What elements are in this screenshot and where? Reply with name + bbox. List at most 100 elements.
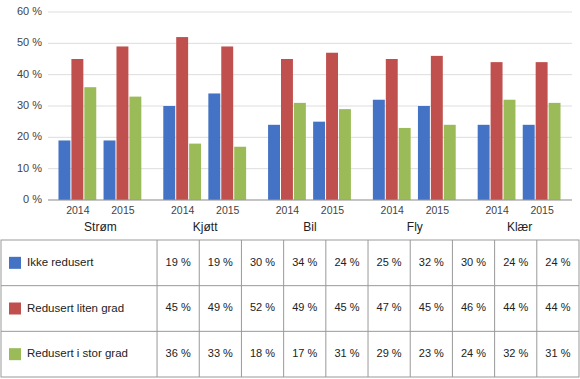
table-value: 49 %: [292, 301, 317, 313]
y-tick-label: 20 %: [17, 130, 42, 142]
category-label: Fly: [407, 220, 423, 234]
table-value: 17 %: [292, 347, 317, 359]
bar: [71, 59, 83, 200]
bar: [444, 125, 456, 200]
table-row-line: [1, 331, 579, 332]
table-col-line: [325, 240, 326, 377]
table-value: 29 %: [377, 347, 402, 359]
table-value: 44 %: [545, 301, 570, 313]
x-axis-line: [48, 200, 572, 201]
x-tick-label: 2014: [66, 204, 90, 216]
bar: [163, 106, 175, 200]
bar: [339, 109, 351, 200]
table-value: 24 %: [503, 256, 528, 268]
legend-label: Redusert liten grad: [27, 302, 124, 314]
bars: [58, 37, 560, 200]
legend-swatch: [9, 303, 21, 315]
x-tick-label: 2014: [276, 204, 300, 216]
y-tick-label: 60 %: [17, 5, 42, 17]
table-value: 32 %: [419, 256, 444, 268]
bar: [549, 103, 561, 200]
table-value: 24 %: [334, 256, 359, 268]
legend-label: Ikke redusert: [27, 256, 94, 268]
bar: [326, 53, 338, 200]
table-col-line: [368, 240, 369, 377]
table-col-line: [494, 240, 495, 377]
bar: [386, 59, 398, 200]
table-value: 44 %: [503, 301, 528, 313]
bar: [523, 125, 535, 200]
table-value: 18 %: [250, 347, 275, 359]
bar: [294, 103, 306, 200]
table-value: 52 %: [250, 301, 275, 313]
bar: [84, 87, 96, 200]
table-value: 45 %: [334, 301, 359, 313]
table-value: 30 %: [250, 256, 275, 268]
legend-swatch: [9, 348, 21, 360]
category-label: Klær: [507, 220, 532, 234]
bar: [313, 122, 325, 200]
category-label: Kjøtt: [193, 220, 218, 234]
x-tick-label: 2015: [426, 204, 450, 216]
table-value: 34 %: [292, 256, 317, 268]
bar: [221, 46, 233, 200]
x-tick-label: 2015: [321, 204, 345, 216]
y-tick-label: 40 %: [17, 68, 42, 80]
table-col-line: [157, 240, 158, 377]
table-value: 24 %: [461, 347, 486, 359]
table: Ikke redusert19 %19 %30 %34 %24 %25 %32 …: [1, 240, 579, 377]
grid: [48, 12, 572, 200]
table-col-line: [241, 240, 242, 377]
bar: [491, 62, 503, 200]
table-value: 23 %: [419, 347, 444, 359]
bar: [478, 125, 490, 200]
bar: [58, 140, 70, 200]
chart: 0 % 10 % 20 % 30 % 40 % 50 % 60 % 2014 2015 Strøm…: [0, 0, 580, 379]
table-value: 45 %: [166, 301, 191, 313]
bar: [431, 56, 443, 200]
grid-line: [48, 43, 572, 44]
bar: [176, 37, 188, 200]
table-value: 30 %: [461, 256, 486, 268]
x-tick-label: 2015: [111, 204, 135, 216]
y-tick-label: 50 %: [17, 36, 42, 48]
bar: [189, 144, 201, 200]
bar: [281, 59, 293, 200]
table-border: [1, 240, 579, 377]
grid-line: [48, 200, 572, 201]
table-value: 46 %: [461, 301, 486, 313]
table-col-line: [410, 240, 411, 377]
table-value: 36 %: [166, 347, 191, 359]
table-value: 24 %: [545, 256, 570, 268]
x-tick-label: 2014: [381, 204, 405, 216]
category-label: Strøm: [84, 220, 117, 234]
bar: [418, 106, 430, 200]
bar: [504, 100, 516, 200]
table-value: 25 %: [377, 256, 402, 268]
x-tick-label: 2015: [216, 204, 240, 216]
bar: [116, 46, 128, 200]
bar: [104, 140, 116, 200]
bar: [129, 97, 141, 200]
grid-line: [48, 12, 572, 13]
legend-label: Redusert i stor grad: [27, 347, 128, 359]
table-col-line: [536, 240, 537, 377]
category-label: Bil: [303, 220, 316, 234]
table-col-line: [452, 240, 453, 377]
table-row-line: [1, 285, 579, 286]
bar: [234, 147, 246, 200]
y-tick-label: 10 %: [17, 162, 42, 174]
table-value: 33 %: [208, 347, 233, 359]
table-value: 49 %: [208, 301, 233, 313]
x-tick-label: 2014: [171, 204, 195, 216]
bar: [399, 128, 411, 200]
y-tick-label: 0 %: [23, 193, 42, 205]
table-value: 45 %: [419, 301, 444, 313]
bar: [268, 125, 280, 200]
y-tick-label: 30 %: [17, 99, 42, 111]
table-col-line: [199, 240, 200, 377]
x-tick-label: 2014: [485, 204, 509, 216]
table-value: 19 %: [208, 256, 233, 268]
table-value: 32 %: [503, 347, 528, 359]
bar: [536, 62, 548, 200]
